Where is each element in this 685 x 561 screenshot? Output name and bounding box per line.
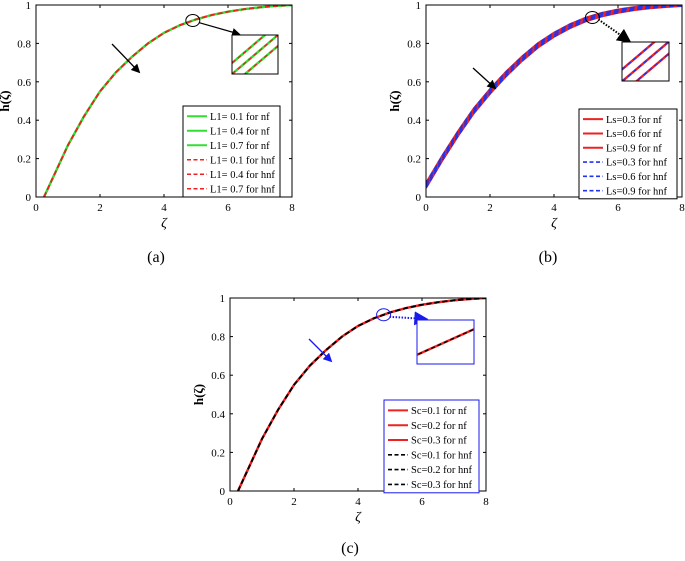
legend: Ls=0.3 for nf Ls=0.6 for nf Ls=0.9 for nf L…	[578, 108, 678, 200]
x-tick-label: 0	[227, 496, 233, 508]
x-tick-label: 2	[97, 202, 103, 214]
y-tick-label: 0.8	[17, 38, 31, 50]
inset-zoom	[231, 34, 279, 75]
y-axis-label: h(ζ)	[191, 384, 206, 405]
series-line-5	[43, 5, 292, 197]
legend-entry-5: Ls=0.9 for hnf	[606, 186, 668, 197]
y-tick-label: 0	[416, 192, 422, 204]
zoom-circle	[376, 308, 392, 322]
y-tick-label: 0.2	[211, 447, 225, 459]
legend-entry-5: L1= 0.7 for hnf	[210, 184, 275, 195]
x-tick-label: 0	[33, 202, 39, 214]
y-tick-label: 1	[220, 293, 226, 305]
inset-frame	[231, 34, 279, 75]
zoom-circle	[185, 14, 201, 28]
zoom-leader-arrow	[389, 311, 429, 326]
x-tick-label: 2	[291, 496, 297, 508]
inset-line-dashed	[243, 45, 278, 74]
x-tick-label: 4	[355, 496, 361, 508]
x-tick-label: 2	[487, 202, 493, 214]
series-line-5	[426, 5, 682, 189]
y-tick-label: 0.8	[407, 38, 421, 50]
x-tick-label: 4	[551, 202, 557, 214]
inset-line-dashed	[417, 328, 474, 356]
trend-arrow	[472, 67, 497, 90]
y-tick-label: 0.6	[407, 77, 421, 89]
legend-entry-2: L1= 0.7 for nf	[210, 141, 270, 152]
x-tick-label: 6	[225, 202, 231, 214]
y-tick-label: 0	[26, 192, 32, 204]
y-tick-label: 0.6	[211, 370, 225, 382]
y-tick-label: 0.2	[17, 154, 31, 166]
legend-entry-5: Sc=0.3 for hnf	[411, 480, 473, 491]
legend-entry-0: Ls=0.3 for nf	[606, 115, 662, 126]
x-axis-label: ζ	[161, 216, 168, 231]
trend-arrow	[111, 43, 141, 74]
y-tick-label: 1	[26, 0, 32, 12]
x-tick-label: 4	[161, 202, 167, 214]
panel-caption-0: (a)	[147, 249, 165, 266]
legend-box	[383, 399, 480, 494]
series-line-3	[426, 5, 679, 184]
x-tick-label: 8	[679, 202, 685, 214]
inset-line-dashed	[232, 35, 267, 64]
y-tick-label: 0.4	[407, 115, 421, 127]
y-tick-label: 0.2	[407, 154, 421, 166]
legend-entry-4: Ls=0.6 for hnf	[606, 172, 668, 183]
y-axis-label: h(ζ)	[387, 90, 402, 111]
panel-caption-1: (b)	[539, 249, 558, 266]
trend-arrow	[308, 338, 333, 363]
y-tick-label: 0.8	[211, 332, 225, 344]
legend-box	[578, 108, 678, 200]
inset-zoom	[621, 41, 670, 82]
zoom-circle	[584, 10, 600, 24]
x-tick-label: 0	[423, 202, 429, 214]
inset-zoom	[416, 319, 475, 365]
inset-line-dashed	[622, 42, 669, 81]
legend-entry-0: Sc=0.1 for nf	[411, 406, 467, 417]
inset-line-dashed	[232, 35, 278, 74]
legend-entry-2: Ls=0.9 for nf	[606, 143, 662, 154]
legend: Sc=0.1 for nf Sc=0.2 for nf Sc=0.3 for nf S…	[383, 399, 480, 494]
x-tick-label: 6	[419, 496, 425, 508]
legend: L1= 0.1 for nf L1= 0.4 for nf L1= 0.7 for …	[182, 105, 281, 198]
legend-box	[182, 105, 281, 198]
legend-entry-2: Sc=0.3 for nf	[411, 436, 467, 447]
y-tick-label: 0.4	[211, 409, 225, 421]
legend-entry-4: Sc=0.2 for hnf	[411, 465, 473, 476]
legend-entry-1: Ls=0.6 for nf	[606, 129, 662, 140]
x-axis-label: ζ	[551, 216, 558, 231]
legend-entry-1: Sc=0.2 for nf	[411, 421, 467, 432]
panel-caption-2: (c)	[341, 540, 359, 557]
x-tick-label: 6	[615, 202, 621, 214]
y-tick-label: 1	[416, 0, 422, 12]
x-axis-label: ζ	[355, 510, 362, 525]
series-line-5	[237, 298, 486, 491]
inset-line-dashed	[635, 52, 669, 81]
legend-entry-4: L1= 0.4 for hnf	[210, 170, 275, 181]
y-tick-label: 0.4	[17, 115, 31, 127]
legend-entry-0: L1= 0.1 for nf	[210, 112, 270, 123]
series-line-4	[426, 5, 682, 186]
y-axis-label: h(ζ)	[0, 90, 12, 111]
legend-entry-3: L1= 0.1 for hnf	[210, 155, 275, 166]
x-tick-label: 8	[483, 496, 489, 508]
legend-entry-1: L1= 0.4 for nf	[210, 126, 270, 137]
inset-line-dashed	[622, 42, 656, 71]
inset-frame	[621, 41, 670, 82]
legend-entry-3: Ls=0.3 for hnf	[606, 158, 668, 169]
y-tick-label: 0.6	[17, 77, 31, 89]
zoom-leader-arrow	[597, 18, 632, 43]
zoom-leader-arrow	[198, 21, 241, 37]
x-tick-label: 8	[289, 202, 295, 214]
inset-frame	[416, 319, 475, 365]
y-tick-label: 0	[220, 486, 226, 498]
legend-entry-3: Sc=0.1 for hnf	[411, 450, 473, 461]
